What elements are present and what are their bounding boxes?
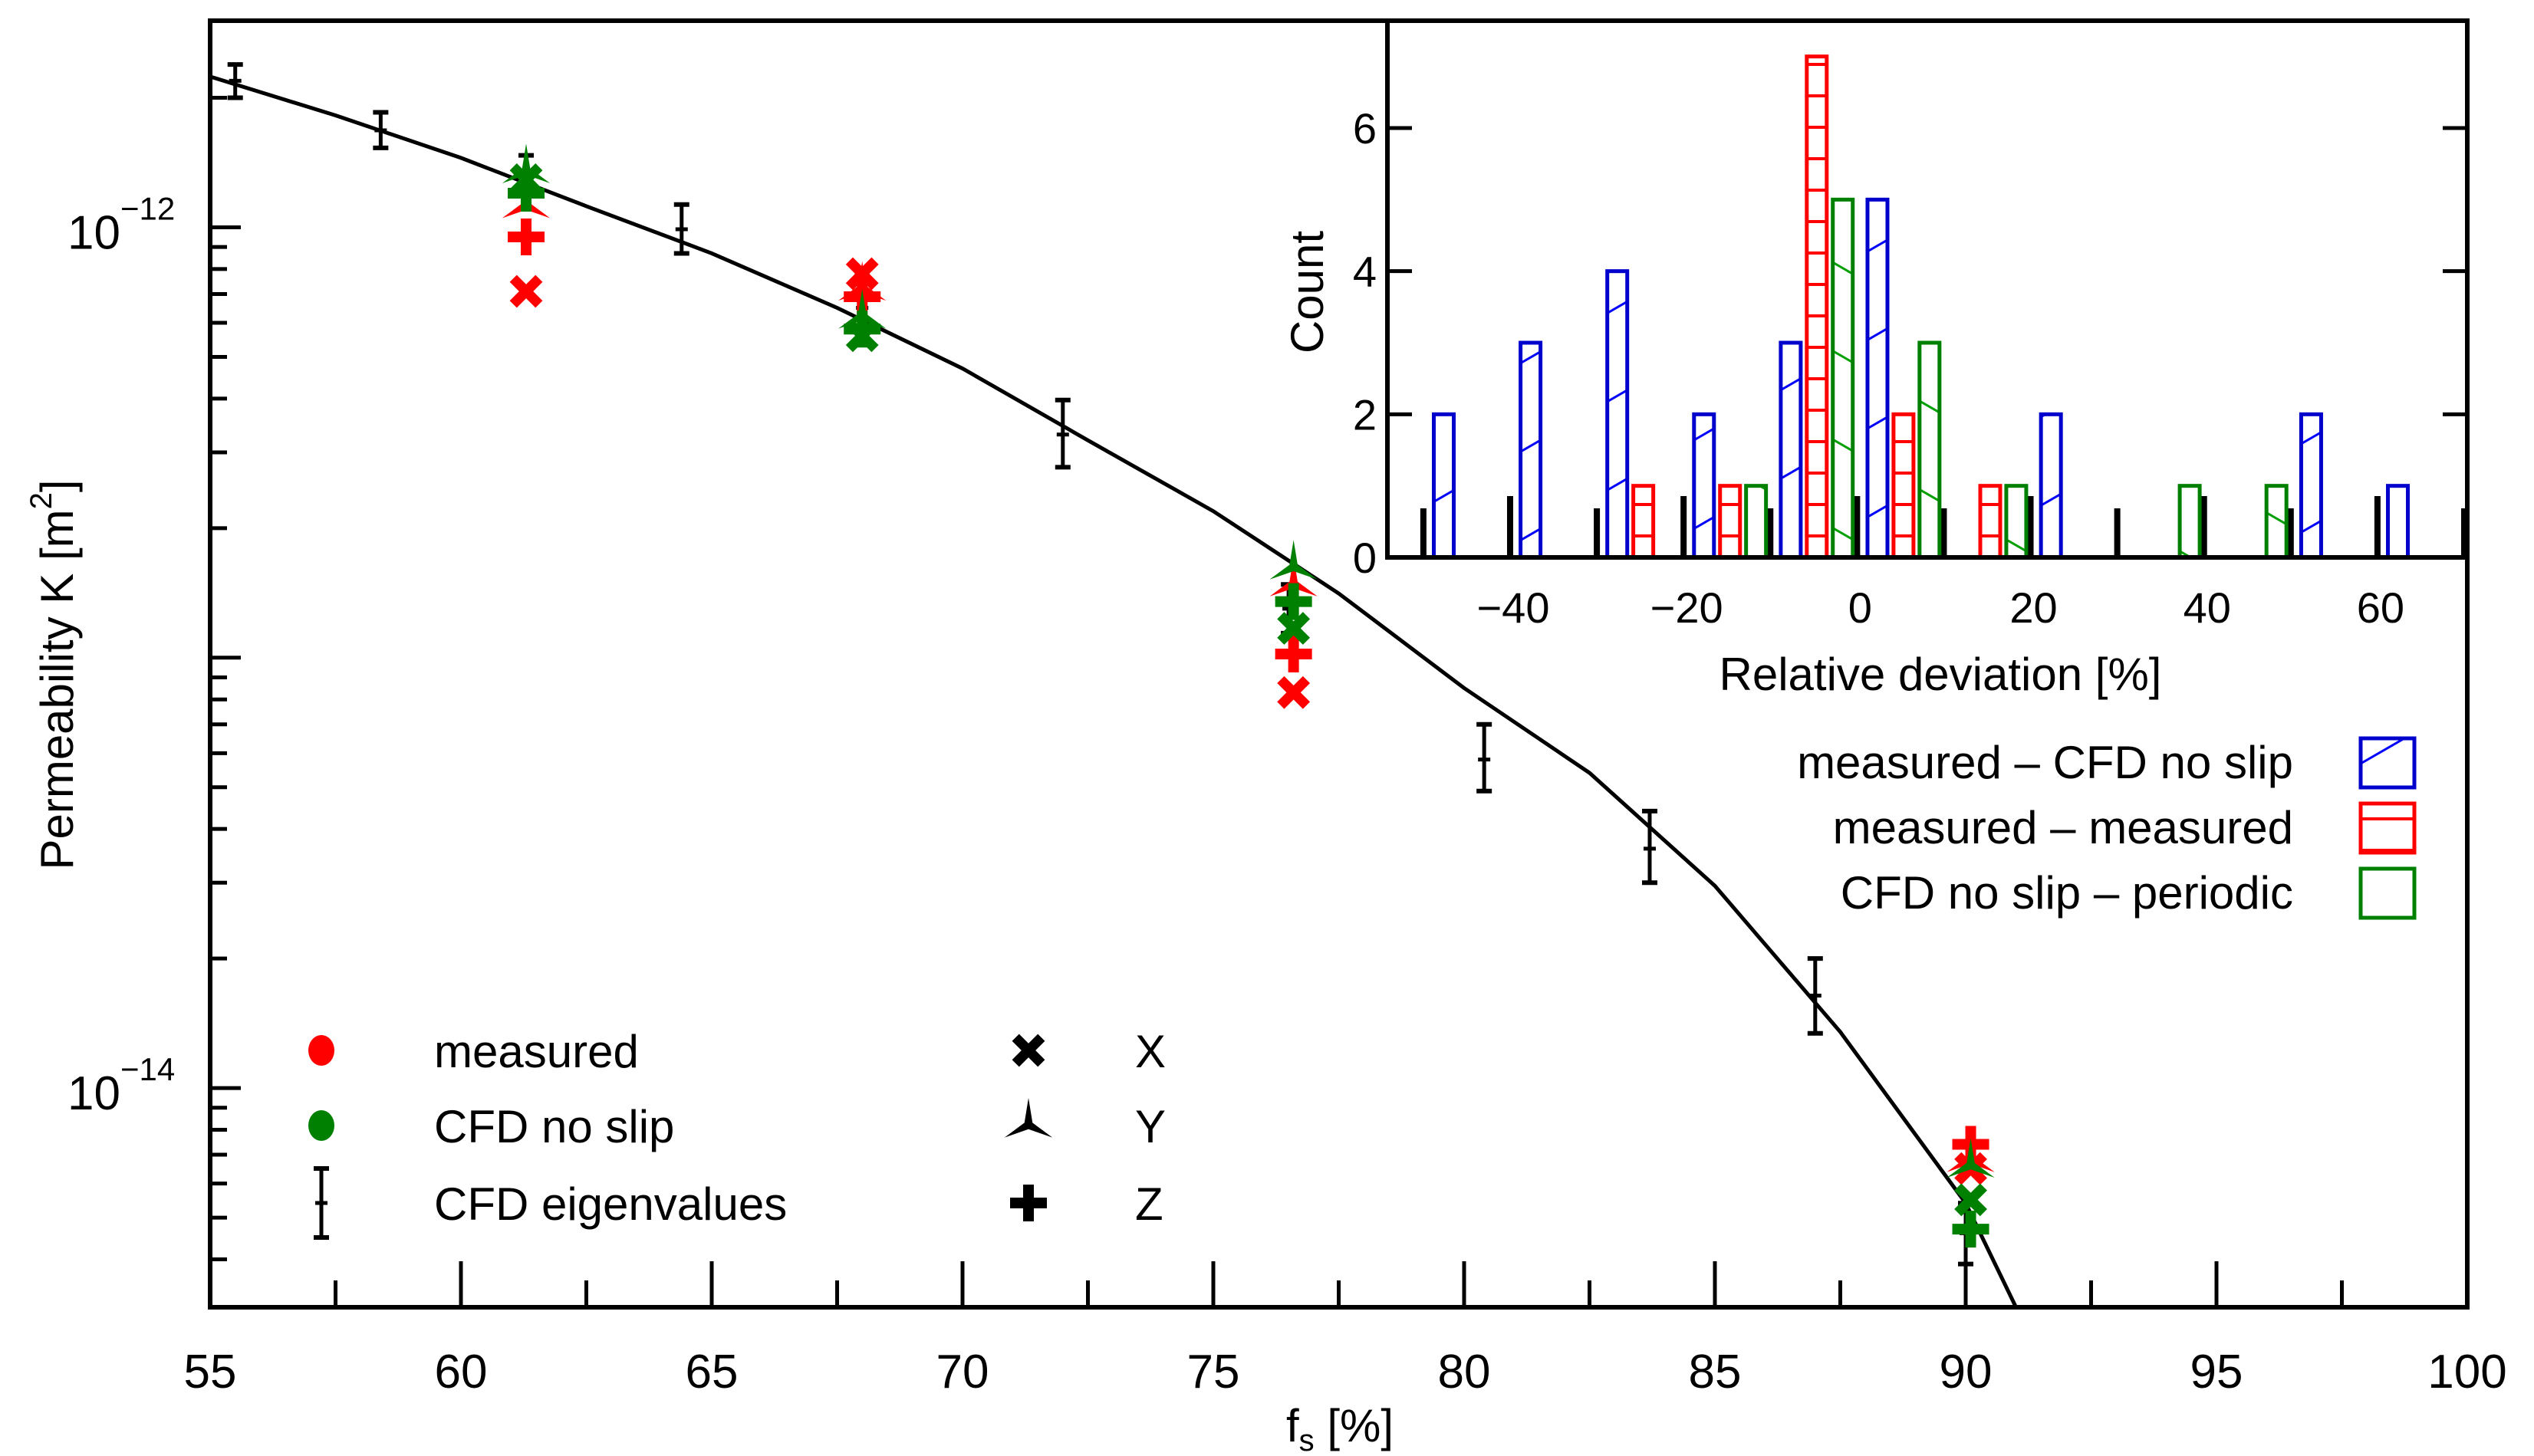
inset-y-tick-label: 2 bbox=[1353, 390, 1377, 439]
cfd-point-z bbox=[1275, 583, 1312, 620]
legend-cfd-dot bbox=[308, 1110, 334, 1141]
measured-point-z bbox=[508, 219, 545, 256]
inset-y-axis-label: Count bbox=[1282, 231, 1333, 353]
histogram-bar-slash bbox=[1917, 340, 1942, 560]
x-tick-label: 85 bbox=[1689, 1346, 1742, 1398]
histogram-bar-backslash bbox=[1779, 340, 1803, 560]
measured-point-x bbox=[1277, 675, 1311, 709]
histogram-bar-backslash bbox=[1605, 269, 1630, 560]
histogram-bar-horizontal bbox=[1891, 412, 1916, 560]
x-tick-label: 55 bbox=[184, 1346, 237, 1398]
inset-y-tick-label: 4 bbox=[1353, 248, 1377, 296]
legend-tri-icon bbox=[1004, 1098, 1053, 1138]
inset-legend-label: measured – CFD no slip bbox=[1797, 737, 2293, 788]
legend-direction-label: Y bbox=[1135, 1101, 1166, 1152]
eigenvalue-errorbar bbox=[673, 202, 689, 256]
inset-y-tick-label: 0 bbox=[1353, 534, 1377, 582]
legend-x-icon bbox=[1012, 1034, 1045, 1067]
eigenvalue-errorbar bbox=[227, 62, 243, 100]
legend-measured-dot bbox=[308, 1035, 334, 1066]
x-tick-label: 80 bbox=[1438, 1346, 1491, 1398]
legend-direction-label: Z bbox=[1135, 1178, 1163, 1230]
legend-plus-icon bbox=[1010, 1185, 1047, 1221]
legend-label: CFD eigenvalues bbox=[434, 1178, 787, 1230]
histogram-bar-backslash bbox=[2299, 412, 2323, 560]
histogram-bar-backslash bbox=[1519, 340, 1543, 560]
legend-label: CFD no slip bbox=[434, 1101, 674, 1152]
measured-point-x bbox=[509, 274, 543, 308]
eigenvalue-errorbar bbox=[373, 110, 389, 150]
y-tick-base: 10 bbox=[67, 1067, 120, 1120]
inset-legend-swatch-backslash bbox=[2358, 736, 2417, 790]
histogram-bar-horizontal bbox=[1631, 484, 1656, 560]
cfd-point-z bbox=[844, 311, 881, 348]
cfd-point-x bbox=[1277, 612, 1311, 645]
histogram-bar-slash bbox=[2264, 484, 2289, 560]
y-tick-exponent: −12 bbox=[120, 191, 175, 227]
inset-legend-swatch-slash bbox=[2358, 866, 2417, 920]
eigenvalue-errorbar bbox=[1641, 808, 1657, 886]
cfd-point-y bbox=[502, 143, 551, 183]
legend-direction-label: X bbox=[1135, 1026, 1166, 1077]
inset-x-axis-label: Relative deviation [%] bbox=[1720, 649, 2162, 700]
inset-x-tick-label: 60 bbox=[2357, 583, 2404, 632]
x-tick-label: 60 bbox=[435, 1346, 488, 1398]
cfd-point-y bbox=[838, 289, 887, 329]
histogram-bar-slash bbox=[1744, 484, 1769, 560]
y-tick-label: 10−12 bbox=[67, 191, 175, 260]
inset-legend-label: measured – measured bbox=[1833, 802, 2293, 853]
inset-legend: measured – CFD no slip measured – measure… bbox=[1797, 736, 2417, 920]
x-tick-label: 90 bbox=[1940, 1346, 1993, 1398]
histogram-bar-horizontal bbox=[1718, 484, 1743, 560]
legend-label: measured bbox=[434, 1026, 639, 1077]
histogram-bar-backslash bbox=[1692, 412, 1716, 560]
x-axis-label: fs [%] bbox=[1286, 1400, 1394, 1456]
cfd-point-y bbox=[1947, 1138, 1995, 1178]
inset-x-tick-label: 20 bbox=[2009, 583, 2057, 632]
histogram-bar-backslash bbox=[2039, 412, 2063, 560]
inset-y-tick-label: 6 bbox=[1353, 104, 1377, 153]
cfd-point-y bbox=[1269, 540, 1318, 580]
y-tick-exponent: −14 bbox=[120, 1051, 175, 1087]
cfd-point-z bbox=[1952, 1211, 1989, 1248]
y-tick-base: 10 bbox=[67, 207, 120, 260]
eigenvalue-errorbar bbox=[1476, 721, 1492, 794]
eigenvalue-errorbar bbox=[1807, 956, 1823, 1036]
x-tick-label: 65 bbox=[686, 1346, 739, 1398]
inset-legend-swatch-horizontal bbox=[2358, 801, 2417, 855]
measured-point-z bbox=[1275, 635, 1312, 672]
histogram-bar-slash bbox=[1831, 197, 1855, 560]
histogram-bar-slash bbox=[2177, 484, 2202, 560]
histogram-bar-slash bbox=[2004, 484, 2029, 560]
y-axis-label: Permeability K [m2] bbox=[25, 479, 83, 869]
histogram-bar-backslash bbox=[1865, 197, 1890, 560]
inset-legend-label: CFD no slip – periodic bbox=[1841, 867, 2293, 919]
histogram-bar-horizontal bbox=[1978, 484, 2003, 560]
histogram-bar-horizontal bbox=[1805, 54, 1829, 560]
measured-point-y bbox=[1269, 557, 1318, 597]
inset-histogram: 0 2 4 6 −40 −20 0 20 40 60 Relative deviation [%] C… bbox=[1282, 18, 2470, 920]
eigenvalue-errorbar bbox=[1055, 397, 1071, 470]
y-tick-label: 10−14 bbox=[67, 1051, 175, 1120]
histogram-bar-backslash bbox=[1432, 412, 1456, 560]
inset-x-tick-label: 0 bbox=[1848, 583, 1872, 632]
histogram-bar-backslash bbox=[2386, 484, 2411, 560]
x-tick-label: 75 bbox=[1187, 1346, 1240, 1398]
main-legend: measured CFD no slip CFD eigenvalues XYZ bbox=[308, 1026, 1166, 1240]
legend-errorbar-icon bbox=[314, 1166, 329, 1240]
cfd-point-x bbox=[1954, 1183, 1987, 1217]
cfd-point-z bbox=[508, 175, 545, 212]
x-tick-label: 95 bbox=[2190, 1346, 2243, 1398]
inset-x-tick-label: −20 bbox=[1650, 583, 1723, 632]
x-tick-label: 70 bbox=[936, 1346, 989, 1398]
inset-x-tick-label: 40 bbox=[2184, 583, 2231, 632]
inset-x-tick-label: −40 bbox=[1476, 583, 1549, 632]
x-tick-label: 100 bbox=[2427, 1346, 2506, 1398]
